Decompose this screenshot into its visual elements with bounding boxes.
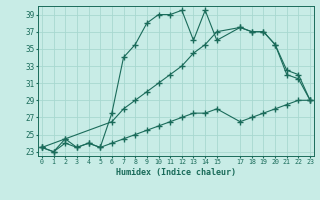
X-axis label: Humidex (Indice chaleur): Humidex (Indice chaleur) <box>116 168 236 177</box>
